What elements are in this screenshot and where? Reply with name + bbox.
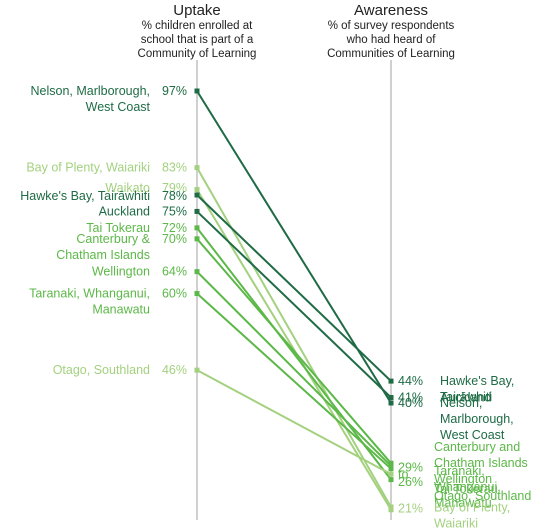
uptake-point-wellington — [194, 269, 200, 275]
uptake-value-label: 64% — [162, 265, 187, 279]
awareness-value-label: 44% — [398, 374, 423, 388]
uptake-region-label: Hawke's Bay, Tairāwhiti — [20, 189, 150, 203]
uptake-point-bay-of-plenty-waiariki — [194, 165, 200, 171]
awareness-point-wellington — [388, 463, 394, 469]
slope-line-otago-southland — [196, 369, 392, 476]
awareness-point-otago-southland — [388, 471, 394, 477]
uptake-value-label: 70% — [162, 232, 187, 246]
awareness-value-label: 26% — [398, 475, 423, 489]
column-subtitle-awareness-line1: % of survey respondents — [328, 20, 455, 32]
awareness-region-label: Marlborough, — [440, 412, 514, 426]
column-subtitle-uptake-line1: % children enrolled at — [142, 20, 253, 32]
axes — [196, 60, 392, 520]
awareness-group-label: Manawatu — [434, 496, 492, 510]
slope-line-bay-of-plenty-waiariki — [196, 167, 392, 508]
awareness-value-label: 40% — [398, 396, 423, 410]
awareness-group-label: Whanganui, — [434, 480, 501, 494]
awareness-group-label: Canterbury and — [434, 440, 520, 454]
awareness-region-label: Nelson, — [440, 396, 482, 410]
right-labels: 44% Hawke's Bay, Tairāwhiti 41% Auckland 40% N… — [398, 374, 531, 529]
series-canterbury-chatham-islands — [194, 236, 394, 466]
uptake-value-label: 83% — [162, 161, 187, 175]
header-awareness: Awareness % of survey respondents who ha… — [327, 2, 455, 60]
uptake-point-canterbury-chatham-islands — [194, 236, 200, 242]
uptake-point-otago-southland — [194, 367, 200, 373]
series-lines — [194, 88, 394, 513]
awareness-point-tai-tokerau — [388, 477, 394, 483]
column-title-uptake: Uptake — [173, 2, 221, 19]
awareness-group-label: Otago, Southland — [434, 489, 531, 503]
series-otago-southland — [194, 367, 394, 477]
awareness-region-label: Auckland — [440, 391, 491, 405]
column-title-awareness: Awareness — [354, 2, 428, 19]
awareness-point-bay-of-plenty-waiariki — [388, 504, 394, 510]
awareness-value-label: to — [398, 468, 408, 482]
slope-line-nelson-marlborough-west-coast — [196, 90, 392, 404]
awareness-group-label: Wellington — [434, 472, 492, 486]
uptake-point-tai-tokerau — [194, 225, 200, 231]
awareness-value-label: 21% — [398, 502, 423, 516]
series-auckland — [194, 208, 394, 401]
uptake-region-label: Bay of Plenty, Waiariki — [26, 161, 150, 175]
uptake-region-label: Auckland — [99, 204, 150, 218]
column-subtitle-uptake-line3: Community of Learning — [138, 48, 257, 60]
uptake-region-label: Tai Tokerau — [86, 221, 150, 235]
awareness-region-label: Tairāwhiti — [440, 390, 492, 404]
uptake-region-label: Wellington — [92, 265, 150, 279]
awareness-point-canterbury-chatham-islands — [388, 460, 394, 466]
slope-line-canterbury-chatham-islands — [196, 238, 392, 464]
column-subtitle-uptake-line2: school that is part of a — [141, 34, 254, 46]
series-nelson-marlborough-west-coast — [194, 88, 394, 406]
uptake-region-label: Nelson, Marlborough, — [30, 84, 150, 98]
column-subtitle-awareness-line2: who had heard of — [346, 34, 437, 46]
uptake-point-waikato — [194, 187, 200, 193]
series-bay-of-plenty-waiariki — [194, 165, 394, 510]
series-taranaki-whanganui-manawatu — [194, 291, 394, 472]
awareness-group-label: Bay of Plenty, — [434, 501, 510, 515]
uptake-value-label: 60% — [162, 287, 187, 301]
uptake-region-label: Waikato — [105, 181, 150, 195]
awareness-point-hawke-s-bay-tair-whiti — [388, 378, 394, 384]
uptake-point-taranaki-whanganui-manawatu — [194, 291, 200, 297]
awareness-group-label: Chatham Islands — [434, 456, 528, 470]
awareness-point-taranaki-whanganui-manawatu — [388, 466, 394, 472]
uptake-value-label: 75% — [162, 204, 187, 218]
awareness-group-label: Taranaki, — [434, 464, 485, 478]
awareness-point-auckland — [388, 395, 394, 401]
slope-line-tai-tokerau — [196, 227, 392, 481]
uptake-point-hawke-s-bay-tair-whiti — [194, 192, 200, 198]
uptake-point-auckland — [194, 208, 200, 214]
awareness-region-label: Hawke's Bay, — [440, 374, 514, 388]
series-tai-tokerau — [194, 225, 394, 483]
uptake-value-label: 78% — [162, 189, 187, 203]
slope-line-auckland — [196, 210, 392, 399]
awareness-value-label: 41% — [398, 391, 423, 405]
slope-line-hawke-s-bay-tair-whiti — [196, 194, 392, 382]
uptake-region-label: Otago, Southland — [53, 363, 150, 377]
left-labels: 97% Nelson, Marlborough, West Coast 83% Bay … — [20, 84, 187, 377]
awareness-region-label: West Coast — [440, 428, 505, 442]
uptake-value-label: 97% — [162, 84, 187, 98]
uptake-region-label: Taranaki, Whanganui, — [29, 287, 150, 301]
awareness-group-label: Tai Tokerau — [434, 482, 498, 496]
uptake-point-nelson-marlborough-west-coast — [194, 88, 200, 94]
awareness-group-label: Waiariki — [434, 517, 478, 529]
awareness-value-label: 29% — [398, 461, 423, 475]
slope-line-wellington — [196, 270, 392, 467]
series-wellington — [194, 269, 394, 469]
awareness-point-nelson-marlborough-west-coast — [388, 400, 394, 406]
uptake-value-label: 79% — [162, 181, 187, 195]
uptake-value-label: 46% — [162, 363, 187, 377]
uptake-region-label: Canterbury & — [76, 232, 150, 246]
header-uptake: Uptake % children enrolled at school tha… — [138, 2, 257, 60]
uptake-region-label: Chatham Islands — [56, 248, 150, 262]
awareness-point-waikato — [388, 507, 394, 513]
uptake-region-label: Manawatu — [92, 303, 150, 317]
slope-line-taranaki-whanganui-manawatu — [196, 292, 392, 470]
uptake-value-label: 72% — [162, 221, 187, 235]
uptake-region-label: West Coast — [86, 100, 151, 114]
series-hawke-s-bay-tair-whiti — [194, 192, 394, 384]
column-subtitle-awareness-line3: Communities of Learning — [327, 48, 455, 60]
